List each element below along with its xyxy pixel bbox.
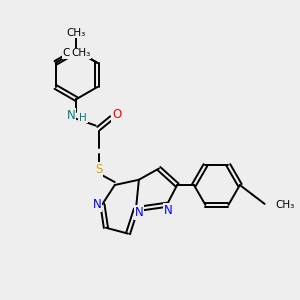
Text: N: N — [93, 198, 101, 211]
Text: O: O — [112, 108, 122, 121]
Text: CH₃: CH₃ — [276, 200, 295, 210]
Text: H: H — [79, 112, 87, 123]
Text: CH₃: CH₃ — [67, 28, 86, 38]
Text: N: N — [164, 204, 173, 217]
Text: N: N — [134, 206, 143, 219]
Text: N: N — [67, 109, 76, 122]
Text: S: S — [95, 163, 102, 176]
Text: CH₃: CH₃ — [71, 48, 91, 59]
Text: CH₃: CH₃ — [62, 48, 82, 59]
